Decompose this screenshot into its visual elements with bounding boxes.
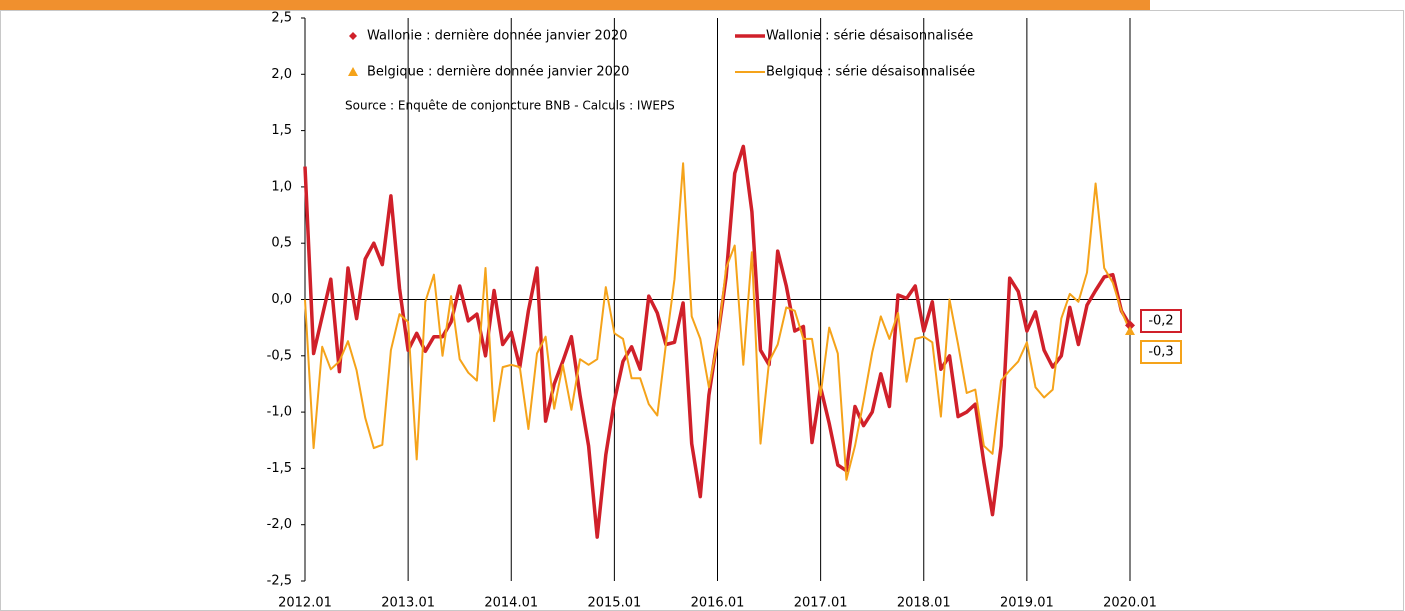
value-label: -0,2 xyxy=(1148,314,1173,329)
frame xyxy=(0,10,1404,611)
value-label-box xyxy=(1140,340,1182,364)
x-tick-label: 2013.01 xyxy=(381,596,435,611)
x-tick-label: 2018.01 xyxy=(897,596,951,611)
x-tick-label: 2020.01 xyxy=(1103,596,1157,611)
y-tick-label: -1,5 xyxy=(267,461,292,476)
y-tick-label: 1,0 xyxy=(271,179,292,194)
y-tick-label: -2,0 xyxy=(267,517,292,532)
x-tick-label: 2019.01 xyxy=(1000,596,1054,611)
y-tick-label: 0,0 xyxy=(271,292,292,307)
point-marker xyxy=(1125,320,1135,331)
value-label-box xyxy=(1140,309,1182,333)
y-tick-label: -1,0 xyxy=(267,405,292,420)
y-tick-label: -0,5 xyxy=(267,348,292,363)
series-line xyxy=(304,162,1131,481)
top-bar xyxy=(0,0,1150,10)
y-tick-label: 2,5 xyxy=(271,11,292,26)
legend-label: Belgique : série désaisonnalisée xyxy=(766,65,975,80)
legend-label: Wallonie : série désaisonnalisée xyxy=(766,29,973,44)
point-marker xyxy=(1125,326,1135,336)
legend-marker xyxy=(348,67,358,76)
x-tick-label: 2015.01 xyxy=(587,596,641,611)
x-tick-label: 2012.01 xyxy=(278,596,332,611)
value-label: -0,3 xyxy=(1148,345,1173,360)
source-note: Source : Enquête de conjoncture BNB - Ca… xyxy=(345,99,675,113)
legend-label: Belgique : dernière donnée janvier 2020 xyxy=(367,65,629,80)
legend-label: Wallonie : dernière donnée janvier 2020 xyxy=(367,29,628,44)
y-tick-label: -2,5 xyxy=(267,574,292,589)
y-tick-label: 1,5 xyxy=(271,123,292,138)
x-tick-label: 2016.01 xyxy=(691,596,745,611)
legend-marker xyxy=(349,32,357,40)
y-tick-label: 0,5 xyxy=(271,236,292,251)
x-tick-label: 2014.01 xyxy=(484,596,538,611)
y-tick-label: 2,0 xyxy=(271,67,292,82)
x-tick-label: 2017.01 xyxy=(794,596,848,611)
